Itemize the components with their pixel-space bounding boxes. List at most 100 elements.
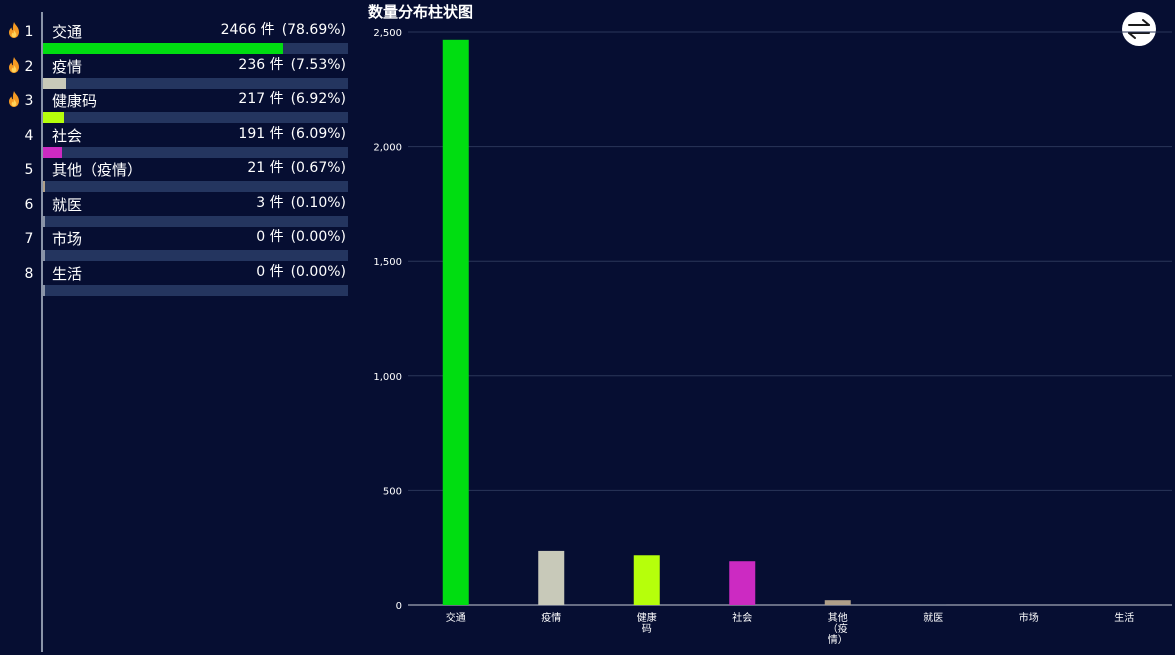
bar bbox=[633, 555, 660, 605]
x-tick-label-line: 健康 bbox=[637, 611, 657, 624]
x-tick-label-line: （疫 bbox=[828, 622, 848, 635]
x-tick-label: 疫情 bbox=[541, 611, 561, 624]
rank-label: 疫情 bbox=[52, 57, 83, 76]
x-tick-label: 其他（疫情） bbox=[828, 611, 848, 646]
y-tick-label: 500 bbox=[383, 486, 402, 497]
rank-percent: (0.00%) bbox=[290, 263, 346, 280]
y-tick-label: 2,000 bbox=[373, 143, 402, 154]
x-tick-label-line: 情） bbox=[828, 633, 848, 646]
x-tick-label-line: 疫情 bbox=[541, 611, 561, 624]
rank-progress-fill bbox=[43, 146, 62, 158]
rank-progress-fill bbox=[43, 215, 45, 227]
rank-label: 生活 bbox=[52, 264, 83, 283]
rank-progress-fill bbox=[43, 112, 65, 123]
rank-number: 4 bbox=[24, 127, 34, 144]
rank-unit: 件 bbox=[265, 91, 284, 107]
bar-chart: 0 500 1,000 1,500 2,000 2,500 交通 疫情 健康码 社会 其他（疫情） 就… bbox=[373, 28, 1172, 646]
rank-number: 8 bbox=[24, 265, 34, 282]
ranking-divider bbox=[41, 12, 43, 652]
x-tick-label-line: 交通 bbox=[446, 611, 466, 624]
rank-value: 191 件 (6.09%) bbox=[238, 125, 346, 143]
bar bbox=[824, 600, 851, 605]
x-tick-label-line: 社会 bbox=[732, 611, 752, 624]
rank-progress-fill bbox=[43, 250, 45, 261]
bar bbox=[442, 39, 469, 606]
rank-label: 市场 bbox=[52, 230, 83, 248]
x-tick-label-line: 市场 bbox=[1019, 611, 1039, 624]
rank-progress-track bbox=[43, 43, 348, 54]
rank-number: 2 bbox=[24, 58, 34, 75]
y-tick-label: 0 bbox=[396, 601, 402, 612]
rank-percent: (78.69%) bbox=[281, 22, 346, 38]
rank-number: 3 bbox=[24, 93, 34, 109]
ranking-item: 2 疫情 236 件 (7.53%) bbox=[0, 56, 360, 90]
rank-number: 6 bbox=[24, 196, 34, 213]
rank-unit: 件 bbox=[265, 194, 284, 211]
x-tick-label-line: 生活 bbox=[1114, 611, 1134, 624]
chart-title: 数量分布柱状图 bbox=[368, 3, 474, 21]
rank-value: 21 件 (0.67%) bbox=[247, 159, 346, 177]
ranking-item: 3 健康码 217 件 (6.92%) bbox=[0, 90, 360, 124]
rank-progress-track bbox=[43, 146, 348, 158]
fire-icon bbox=[9, 22, 19, 38]
fire-icon bbox=[9, 91, 19, 107]
rank-progress-track bbox=[43, 112, 348, 123]
rank-label: 健康码 bbox=[52, 92, 98, 110]
bar bbox=[729, 561, 756, 605]
rank-unit: 件 bbox=[265, 56, 284, 73]
rank-progress-track bbox=[43, 215, 348, 227]
rank-value: 0 件 (0.00%) bbox=[256, 263, 346, 281]
rank-count: 21 bbox=[247, 160, 266, 176]
rank-progress-fill bbox=[43, 77, 66, 89]
ranking-item: 5 其他（疫情） 21 件 (0.67%) bbox=[0, 159, 360, 193]
ranking-item: 7 市场 0 件 (0.00%) bbox=[0, 228, 360, 262]
x-tick-label: 交通 bbox=[446, 611, 466, 624]
rank-percent: (7.53%) bbox=[290, 56, 346, 73]
rank-value: 2466 件 (78.69%) bbox=[221, 21, 346, 39]
rank-progress-track bbox=[43, 250, 348, 261]
x-tick-label: 就医 bbox=[923, 611, 943, 624]
ranking-item: 4 社会 191 件 (6.09%) bbox=[0, 125, 360, 159]
rank-label: 交通 bbox=[52, 23, 83, 41]
x-tick-label: 社会 bbox=[732, 611, 752, 624]
y-tick-label: 1,500 bbox=[373, 257, 402, 268]
rank-label: 其他（疫情） bbox=[52, 161, 143, 179]
rank-progress-fill bbox=[43, 43, 283, 54]
rank-unit: 件 bbox=[265, 160, 284, 176]
x-tick-label-line: 其他 bbox=[828, 611, 848, 624]
fire-icon bbox=[9, 56, 19, 73]
x-tick-label-line: 码 bbox=[642, 623, 652, 635]
rank-number: 7 bbox=[24, 231, 34, 247]
rank-progress-track bbox=[43, 284, 348, 296]
rank-unit: 件 bbox=[265, 229, 284, 245]
rank-count: 0 bbox=[256, 229, 266, 245]
rank-percent: (6.92%) bbox=[290, 91, 346, 107]
ranking-panel: 1 交通 2466 件 (78.69%) 2 疫情 236 件 (7.53%) 3 健康码 217 … bbox=[0, 0, 360, 655]
bar bbox=[538, 550, 565, 605]
x-tick-label-line: 就医 bbox=[923, 611, 943, 624]
rank-unit: 件 bbox=[265, 125, 284, 142]
rank-unit: 件 bbox=[256, 22, 275, 38]
ranking-item: 1 交通 2466 件 (78.69%) bbox=[0, 21, 360, 55]
ranking-item: 6 就医 3 件 (0.10%) bbox=[0, 194, 360, 228]
rank-value: 217 件 (6.92%) bbox=[238, 90, 346, 108]
rank-count: 2466 bbox=[220, 22, 257, 38]
rank-label: 就医 bbox=[52, 195, 83, 214]
rank-count: 217 bbox=[238, 91, 266, 107]
x-tick-label: 生活 bbox=[1114, 611, 1134, 624]
rank-number: 1 bbox=[24, 24, 34, 40]
rank-progress-fill bbox=[43, 181, 46, 192]
rank-count: 236 bbox=[238, 56, 266, 73]
swap-arrows-icon bbox=[1128, 19, 1150, 39]
rank-label: 社会 bbox=[52, 126, 83, 145]
rank-value: 3 件 (0.10%) bbox=[256, 194, 346, 212]
y-tick-label: 1,000 bbox=[373, 372, 402, 383]
rank-count: 191 bbox=[238, 125, 266, 142]
rank-progress-track bbox=[43, 181, 348, 192]
rank-percent: (6.09%) bbox=[290, 125, 346, 142]
rank-number: 5 bbox=[24, 162, 34, 178]
swap-button[interactable] bbox=[1122, 12, 1156, 46]
y-tick-label: 2,500 bbox=[373, 28, 402, 39]
rank-progress-track bbox=[43, 77, 348, 89]
